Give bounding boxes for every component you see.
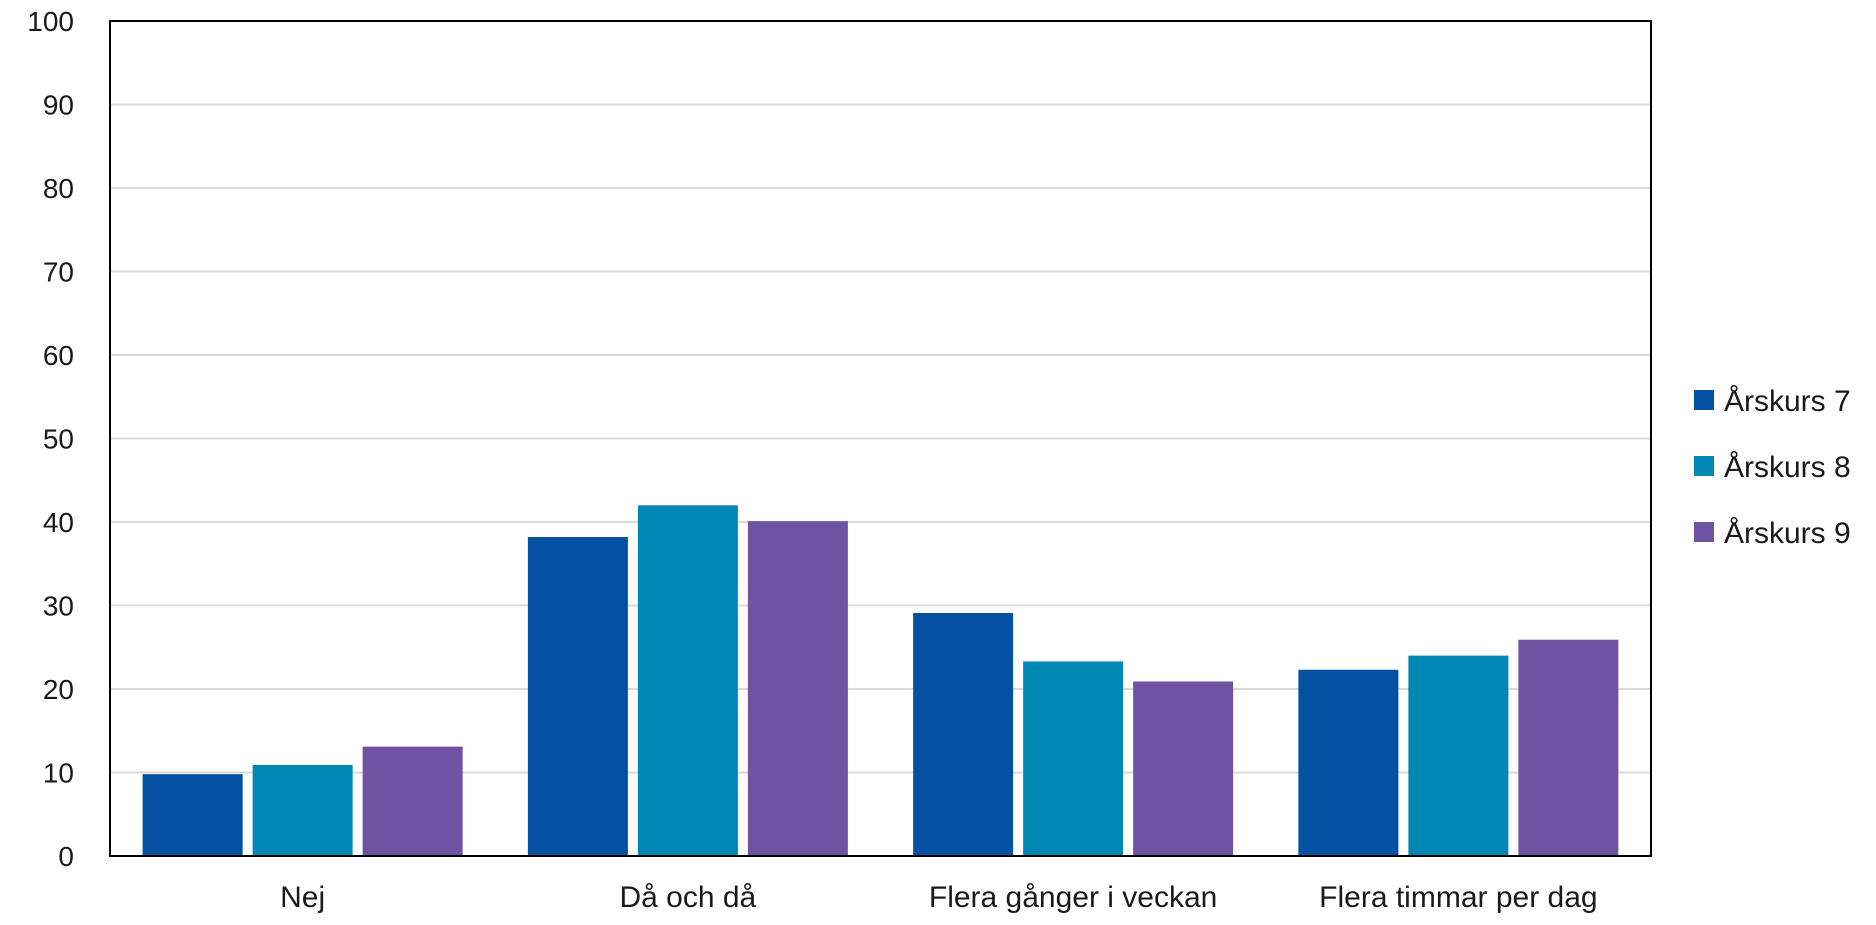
bar-4-2	[1408, 655, 1509, 856]
x-category-label: Nej	[280, 881, 325, 914]
bar-2-2	[637, 505, 738, 856]
plot-frame	[109, 20, 1652, 857]
bar-3-2	[1023, 661, 1124, 856]
y-tick-label: 10	[43, 758, 74, 789]
bar-4-3	[1518, 639, 1619, 856]
x-axis: Nej Då och då Flera gånger i veckan Flera t…	[280, 881, 1597, 914]
y-tick-label: 20	[43, 674, 74, 705]
legend-label: Årskurs 8	[1724, 451, 1851, 484]
bar-4-1	[1298, 669, 1399, 856]
bar-1-2	[252, 764, 353, 856]
legend-swatch	[1694, 456, 1714, 476]
bar-3-3	[1133, 681, 1234, 856]
y-axis: 0 10 20 30 40 50 60 70 80 90 100	[27, 6, 74, 872]
y-tick-label: 80	[43, 173, 74, 204]
bar-3-1	[913, 613, 1014, 856]
y-tick-label: 70	[43, 257, 74, 288]
legend: Årskurs 7 Årskurs 8 Årskurs 9	[1694, 385, 1851, 550]
gridlines	[110, 103, 1651, 774]
y-tick-label: 50	[43, 424, 74, 455]
bars	[142, 505, 1619, 856]
legend-swatch	[1694, 390, 1714, 410]
y-tick-label: 40	[43, 507, 74, 538]
bar-2-1	[527, 537, 628, 856]
y-tick-label: 0	[58, 841, 74, 872]
bar-1-3	[362, 746, 463, 856]
legend-label: Årskurs 9	[1724, 517, 1851, 550]
legend-label: Årskurs 7	[1724, 385, 1851, 418]
x-category-label: Då och då	[619, 881, 756, 914]
y-tick-label: 100	[27, 6, 74, 37]
legend-swatch	[1694, 522, 1714, 542]
y-tick-label: 30	[43, 591, 74, 622]
bar-2-3	[747, 521, 848, 856]
x-category-label: Flera gånger i veckan	[929, 881, 1218, 914]
y-tick-label: 90	[43, 90, 74, 121]
y-tick-label: 60	[43, 340, 74, 371]
bar-1-1	[142, 774, 243, 856]
x-category-label: Flera timmar per dag	[1319, 881, 1597, 914]
